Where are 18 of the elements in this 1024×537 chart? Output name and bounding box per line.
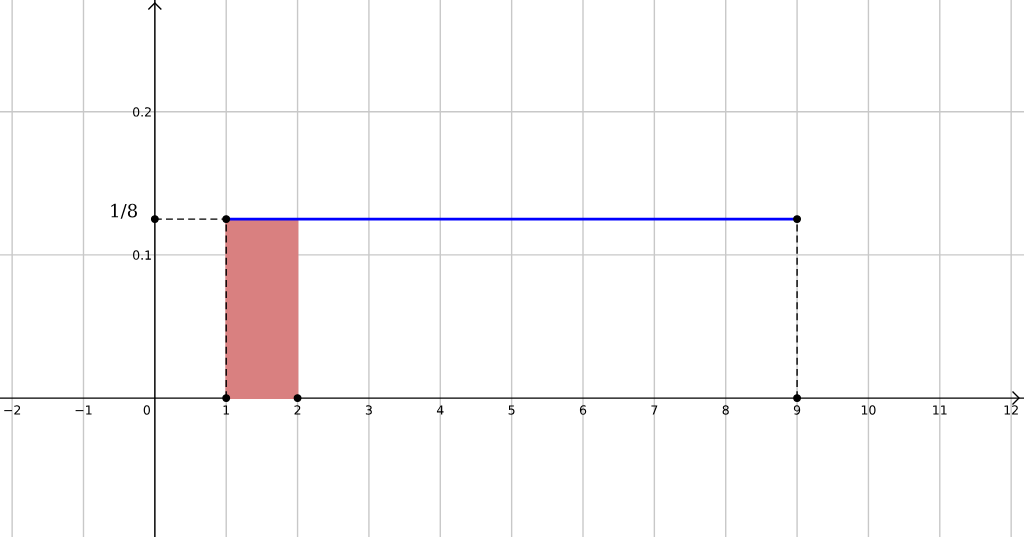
x-tick-label: 0 [143,405,150,415]
x-tick-label: 2 [294,405,301,415]
x-tick-label: 5 [508,405,515,415]
y-tick-label: 0.1 [133,250,151,260]
x-tick-label: 4 [436,405,444,415]
x-tick-label: −2 [4,405,21,415]
x-tick-label: 1 [223,405,230,415]
annotation: 1/8 [111,203,137,219]
x-tick-label: 10 [861,405,876,415]
y-tick-label: 0.2 [133,107,151,117]
x-tick-label: 11 [933,405,947,415]
x-tick-label: 3 [365,405,372,415]
x-tick-label: 12 [1004,405,1018,415]
x-tick-label: 6 [579,405,587,415]
x-tick-label: −1 [75,405,92,415]
x-tick-label: 8 [722,405,729,415]
x-tick-label: 9 [793,405,801,415]
x-tick-label: 7 [651,405,658,415]
